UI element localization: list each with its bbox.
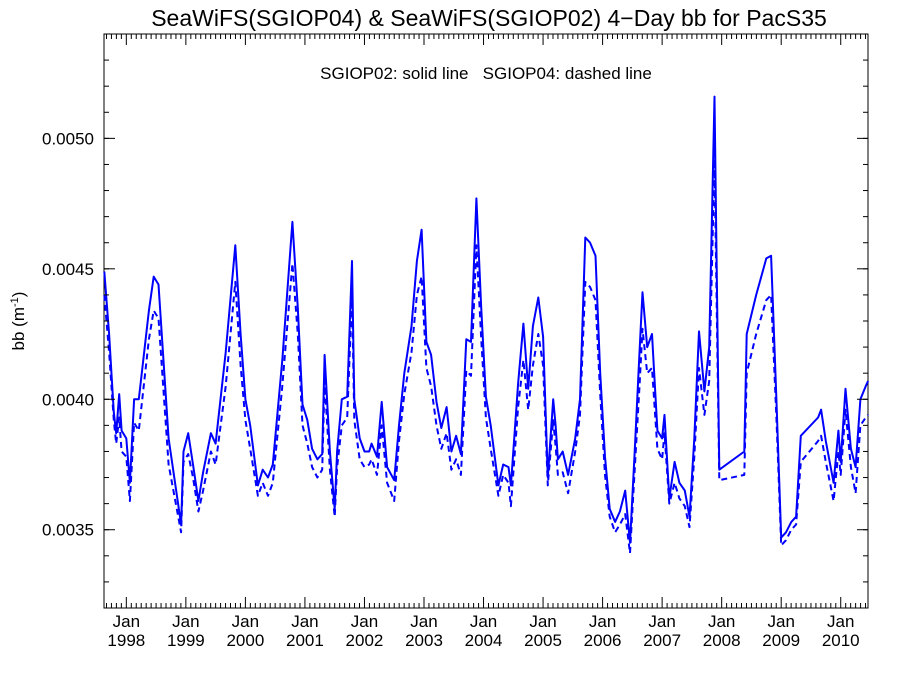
x-tick-month-label: Jan xyxy=(232,612,259,631)
x-tick-year-label: 2004 xyxy=(465,631,503,650)
x-tick-month-label: Jan xyxy=(410,612,437,631)
x-tick-year-label: 1999 xyxy=(167,631,205,650)
y-axis-label-base: bb (m xyxy=(9,307,28,350)
y-tick-label: 0.0035 xyxy=(42,521,94,540)
y-axis-label-close: ) xyxy=(9,292,28,298)
y-axis-label: bb (m-1) xyxy=(9,292,28,351)
y-axis-label-superscript: -1 xyxy=(9,297,21,307)
y-tick-label: 0.0045 xyxy=(42,260,94,279)
series-line-sgiop04 xyxy=(103,158,869,555)
chart-title: SeaWiFS(SGIOP04) & SeaWiFS(SGIOP02) 4−Da… xyxy=(151,5,827,31)
x-tick-month-label: Jan xyxy=(589,612,616,631)
series-line-sgiop02 xyxy=(103,95,870,544)
x-tick-year-label: 2003 xyxy=(405,631,443,650)
x-tick-month-label: Jan xyxy=(708,612,735,631)
y-tick-label: 0.0050 xyxy=(42,129,94,148)
x-tick-year-label: 2008 xyxy=(703,631,741,650)
x-tick-month-label: Jan xyxy=(351,612,378,631)
x-tick-year-label: 2000 xyxy=(226,631,264,650)
y-axis-label-text: bb (m-1) xyxy=(9,292,28,351)
x-tick-year-label: 2002 xyxy=(346,631,384,650)
x-tick-month-label: Jan xyxy=(113,612,140,631)
x-tick-month-label: Jan xyxy=(827,612,854,631)
x-tick-month-label: Jan xyxy=(648,612,675,631)
y-tick-label: 0.0040 xyxy=(42,390,94,409)
x-tick-year-label: 2010 xyxy=(822,631,860,650)
x-tick-year-label: 2005 xyxy=(524,631,562,650)
ticks-group: 0.00350.00400.00450.0050Jan1998Jan1999Ja… xyxy=(42,34,868,650)
x-tick-year-label: 1998 xyxy=(107,631,145,650)
series-group xyxy=(103,95,870,555)
x-tick-year-label: 2006 xyxy=(584,631,622,650)
x-tick-year-label: 2001 xyxy=(286,631,324,650)
series-annotation: SGIOP02: solid line SGIOP04: dashed line xyxy=(320,64,652,83)
x-tick-month-label: Jan xyxy=(767,612,794,631)
x-tick-month-label: Jan xyxy=(529,612,556,631)
x-tick-year-label: 2009 xyxy=(762,631,800,650)
x-tick-month-label: Jan xyxy=(291,612,318,631)
x-tick-year-label: 2007 xyxy=(643,631,681,650)
plot-frame xyxy=(103,33,869,609)
plot-area-frame xyxy=(103,33,869,609)
x-tick-month-label: Jan xyxy=(172,612,199,631)
x-tick-month-label: Jan xyxy=(470,612,497,631)
